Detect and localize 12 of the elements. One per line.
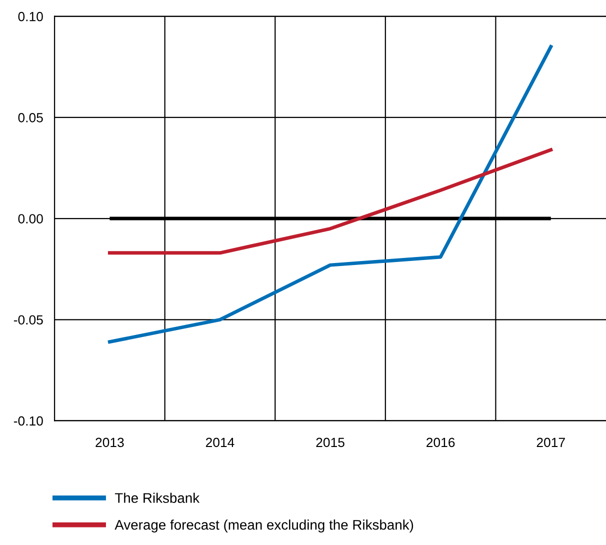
legend-label: The Riksbank	[114, 492, 200, 503]
x-tick-label: 2017	[536, 438, 565, 448]
legend-label: Average forecast (mean excluding the Riksbank)	[114, 520, 414, 532]
y-tick-label: 0.05	[18, 113, 43, 122]
y-tick-label: 0.00	[18, 214, 43, 224]
y-tick-label: -0.10	[14, 416, 43, 426]
y-tick-label: 0.10	[18, 12, 43, 22]
x-tick-label: 2013	[96, 438, 124, 448]
x-tick-label: 2014	[206, 438, 234, 448]
y-tick-label: -0.05	[14, 315, 43, 325]
x-tick-label: 2015	[316, 438, 344, 448]
x-tick-label: 2016	[426, 438, 455, 448]
